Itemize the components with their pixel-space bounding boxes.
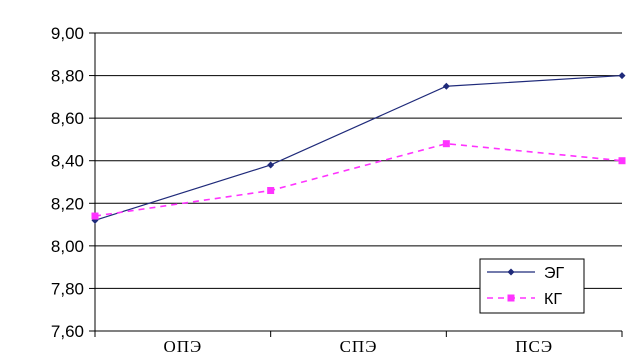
series-line-1	[94, 142, 623, 217]
data-point-0	[267, 161, 275, 169]
axes	[89, 32, 623, 337]
y-tick-labels: 7,60 7,80 8,00 8,20 8,40 8,60 8,80 9,00	[51, 24, 84, 341]
series	[91, 72, 626, 224]
y-tick-label: 9,00	[51, 24, 84, 43]
gridlines	[95, 32, 622, 289]
y-tick-label: 8,40	[51, 152, 84, 171]
x-tick-label: ПСЭ	[515, 337, 553, 356]
data-point-1	[442, 140, 450, 148]
legend-marker-eg	[507, 268, 515, 276]
data-point-1	[91, 212, 99, 220]
y-tick-label: 8,60	[51, 109, 84, 128]
x-tick-label: ОПЭ	[163, 337, 202, 356]
legend-marker-kg	[507, 294, 515, 302]
legend-label-eg: ЭГ	[544, 265, 565, 282]
y-tick-label: 8,00	[51, 237, 84, 256]
data-point-1	[267, 187, 275, 195]
legend-label-kg: КГ	[544, 291, 562, 308]
legend-box	[479, 258, 585, 314]
y-tick-label: 7,60	[51, 322, 84, 341]
legend: ЭГ КГ	[479, 258, 585, 314]
data-point-0	[618, 72, 626, 80]
series-line-0	[94, 74, 623, 221]
data-point-1	[618, 157, 626, 165]
y-tick-label: 8,80	[51, 67, 84, 86]
data-point-0	[442, 82, 450, 90]
x-tick-labels: ОПЭ СПЭ ПСЭ	[163, 337, 553, 356]
x-tick-label: СПЭ	[340, 337, 378, 356]
y-tick-label: 8,20	[51, 194, 84, 213]
y-tick-label: 7,80	[51, 279, 84, 298]
